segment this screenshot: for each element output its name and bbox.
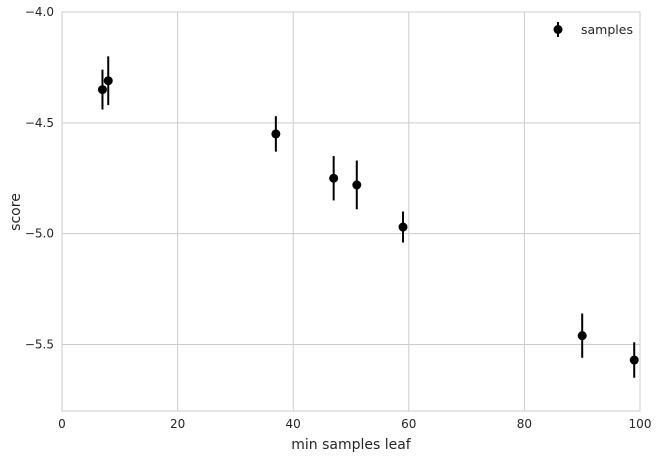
y-tick-label: −5.5: [25, 338, 54, 352]
data-point: [103, 76, 113, 86]
legend-marker: [553, 25, 563, 34]
data-point: [629, 355, 639, 365]
x-axis-ticks: 0 20 40 60 80 100: [58, 417, 651, 431]
data-point: [271, 129, 281, 139]
legend-label: samples: [581, 22, 633, 37]
data-point: [352, 180, 362, 190]
y-tick-label: −4.0: [25, 5, 54, 19]
x-tick-label: 100: [629, 417, 652, 431]
y-tick-label: −5.0: [25, 227, 54, 241]
data-point: [577, 331, 587, 341]
y-axis-ticks: −5.5 −5.0 −4.5 −4.0: [25, 5, 54, 352]
legend: samples: [553, 22, 633, 37]
data-points: [97, 56, 639, 378]
x-tick-label: 40: [286, 417, 301, 431]
x-tick-label: 60: [401, 417, 416, 431]
x-tick-label: 80: [517, 417, 532, 431]
x-tick-label: 0: [58, 417, 66, 431]
grid: [62, 12, 640, 411]
x-axis-title: min samples leaf: [291, 437, 412, 453]
y-tick-label: −4.5: [25, 116, 54, 130]
x-tick-label: 20: [170, 417, 185, 431]
data-point: [97, 85, 107, 95]
y-axis-title: score: [8, 193, 24, 231]
data-point: [329, 173, 339, 183]
plot-area: [61, 11, 641, 412]
data-point: [398, 222, 408, 232]
